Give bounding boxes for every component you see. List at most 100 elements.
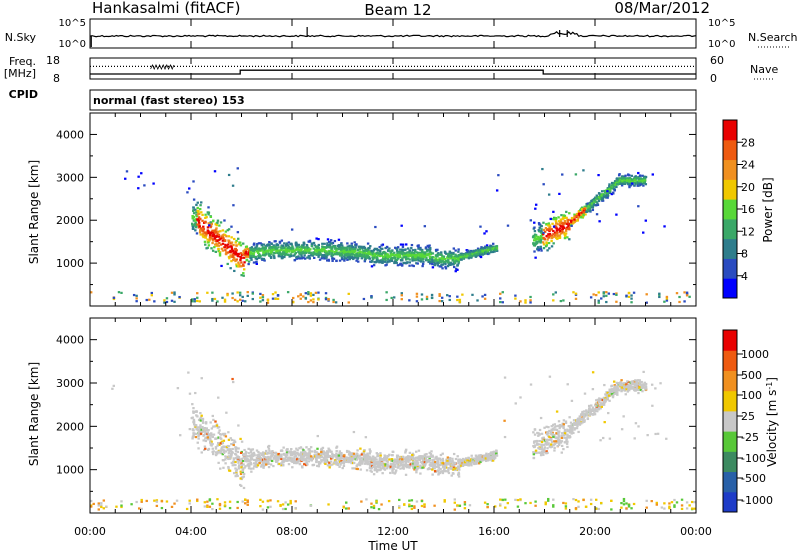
data-cell bbox=[216, 232, 219, 235]
data-cell bbox=[685, 294, 689, 297]
data-cell bbox=[207, 206, 210, 209]
data-cell bbox=[264, 246, 268, 249]
data-cell bbox=[355, 259, 358, 262]
data-cell bbox=[324, 250, 328, 253]
data-cell bbox=[287, 248, 291, 252]
data-cell bbox=[335, 460, 338, 463]
data-cell bbox=[436, 262, 440, 265]
data-cell bbox=[370, 470, 373, 473]
data-cell bbox=[298, 249, 302, 253]
data-cell bbox=[428, 250, 432, 253]
data-cell bbox=[589, 201, 592, 204]
data-cell bbox=[399, 254, 402, 257]
data-cell bbox=[378, 458, 381, 461]
data-cell bbox=[260, 249, 263, 252]
data-cell bbox=[253, 242, 256, 245]
data-cell bbox=[379, 454, 382, 457]
data-cell bbox=[620, 182, 623, 185]
data-cell bbox=[485, 453, 488, 456]
data-cell bbox=[291, 466, 294, 469]
data-cell bbox=[454, 249, 457, 252]
date-title: 08/Mar/2012 bbox=[614, 0, 710, 17]
data-cell bbox=[292, 301, 295, 304]
data-cell bbox=[635, 176, 639, 180]
data-cell bbox=[457, 248, 460, 251]
data-cell bbox=[267, 447, 271, 450]
data-cell bbox=[550, 440, 554, 444]
data-cell bbox=[409, 463, 412, 466]
data-cell bbox=[406, 457, 410, 460]
data-cell bbox=[473, 462, 476, 466]
data-cell bbox=[560, 444, 564, 448]
data-cell bbox=[408, 459, 412, 462]
data-cell bbox=[557, 439, 560, 442]
data-cell bbox=[150, 294, 153, 297]
data-cell bbox=[557, 234, 561, 237]
data-cell bbox=[245, 250, 248, 253]
data-cell bbox=[259, 452, 262, 455]
data-cell bbox=[566, 226, 569, 229]
power-heatmap bbox=[90, 167, 691, 304]
data-cell bbox=[309, 294, 313, 297]
data-cell bbox=[381, 464, 384, 467]
data-cell bbox=[541, 439, 544, 442]
data-cell bbox=[191, 216, 194, 220]
data-cell bbox=[356, 255, 360, 258]
data-cell bbox=[533, 441, 536, 444]
data-cell bbox=[479, 253, 482, 256]
data-cell bbox=[376, 252, 380, 255]
data-cell bbox=[542, 233, 545, 236]
data-cell bbox=[539, 454, 543, 457]
data-cell bbox=[234, 259, 237, 263]
data-cell bbox=[545, 223, 548, 226]
data-cell bbox=[175, 499, 179, 502]
data-cell bbox=[263, 259, 266, 262]
data-cell bbox=[294, 244, 298, 247]
data-cell bbox=[335, 449, 338, 453]
data-cell bbox=[597, 173, 600, 177]
data-cell bbox=[244, 465, 247, 468]
data-cell bbox=[266, 499, 270, 502]
data-cell bbox=[399, 467, 402, 470]
data-cell bbox=[391, 471, 395, 474]
data-cell bbox=[155, 500, 159, 503]
data-cell bbox=[124, 177, 127, 180]
data-cell bbox=[413, 253, 417, 257]
colorbar-swatch bbox=[723, 179, 737, 200]
data-cell bbox=[416, 257, 419, 260]
data-cell bbox=[551, 431, 554, 434]
data-cell bbox=[206, 291, 209, 294]
data-cell bbox=[316, 456, 319, 459]
data-cell bbox=[577, 212, 581, 216]
data-cell bbox=[340, 460, 343, 463]
data-cell bbox=[374, 256, 377, 259]
data-cell bbox=[330, 242, 334, 245]
data-cell bbox=[266, 301, 270, 304]
data-cell bbox=[489, 451, 493, 454]
data-cell bbox=[220, 235, 223, 238]
data-cell bbox=[421, 455, 425, 458]
data-cell bbox=[380, 244, 383, 247]
data-cell bbox=[227, 438, 231, 441]
data-cell bbox=[192, 180, 195, 183]
data-cell bbox=[274, 245, 277, 248]
data-cell bbox=[401, 252, 405, 256]
data-cell bbox=[576, 212, 579, 216]
data-cell bbox=[300, 451, 304, 454]
data-cell bbox=[318, 252, 321, 255]
data-cell bbox=[215, 224, 218, 227]
data-cell bbox=[201, 430, 204, 433]
data-cell bbox=[555, 233, 559, 236]
data-cell bbox=[246, 291, 249, 294]
data-cell bbox=[566, 434, 569, 437]
data-cell bbox=[298, 257, 302, 260]
data-cell bbox=[230, 461, 233, 465]
data-cell bbox=[222, 439, 226, 442]
data-cell bbox=[393, 472, 396, 475]
data-cell bbox=[387, 499, 391, 503]
data-cell bbox=[388, 458, 391, 461]
data-cell bbox=[442, 255, 445, 258]
data-cell bbox=[605, 194, 608, 197]
data-cell bbox=[252, 247, 256, 250]
data-cell bbox=[398, 498, 401, 502]
